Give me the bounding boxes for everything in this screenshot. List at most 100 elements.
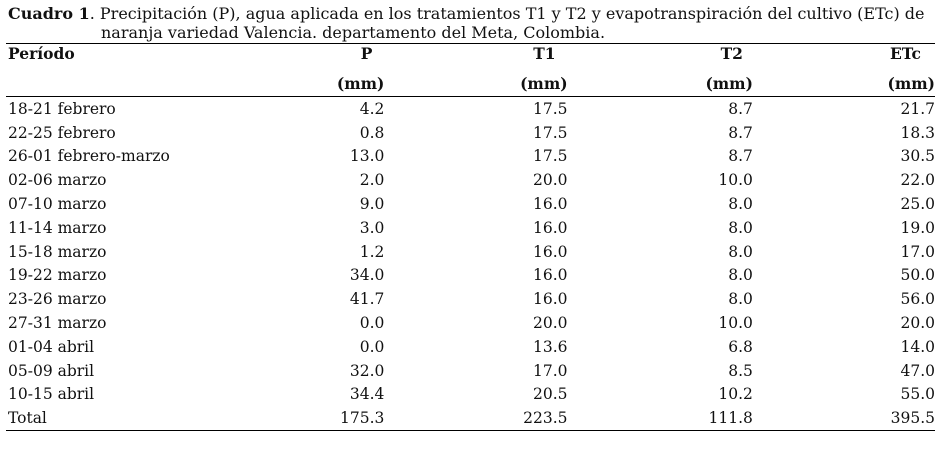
- table-row: 11-14 marzo 3.0 16.0 8.0 19.0: [6, 216, 935, 240]
- header-t1: T1: [384, 43, 568, 66]
- table-row: 19-22 marzo 34.0 16.0 8.0 50.0: [6, 264, 935, 288]
- header-periodo: Período: [6, 43, 221, 66]
- cell-p: 0.0: [359, 314, 385, 333]
- cell-t1: 16.0: [533, 266, 568, 285]
- cell-p: 32.0: [349, 361, 385, 380]
- cell-periodo: 18-21 febrero: [8, 99, 116, 118]
- cell-periodo: 26-01 febrero-marzo: [8, 147, 170, 166]
- unit-p: (mm): [220, 66, 385, 97]
- cell-etc: 20.0: [900, 314, 935, 333]
- cell-t1: 17.5: [533, 99, 568, 118]
- cell-periodo: 01-04 abril: [8, 337, 95, 356]
- cell-periodo: 02-06 marzo: [8, 171, 107, 190]
- cell-periodo: Total: [6, 406, 221, 432]
- cell-etc: 55.0: [900, 385, 935, 404]
- cell-periodo: 10-15 abril: [8, 385, 95, 404]
- cell-etc: 56.0: [900, 290, 935, 309]
- table-row: 02-06 marzo 2.0 20.0 10.0 22.0: [6, 168, 935, 192]
- cell-etc: 14.0: [900, 337, 935, 356]
- cell-t1: 20.5: [533, 385, 568, 404]
- cell-periodo: 05-09 abril: [8, 361, 95, 380]
- cell-periodo: 27-31 marzo: [8, 314, 107, 333]
- unit-periodo: [6, 66, 221, 97]
- cell-t2: 111.8: [567, 406, 753, 432]
- cell-t2: 6.8: [728, 337, 753, 356]
- cell-periodo: 15-18 marzo: [8, 242, 107, 261]
- cell-p: 3.0: [359, 218, 385, 237]
- table-row: 01-04 abril 0.0 13.6 6.8 14.0: [6, 335, 935, 359]
- table-caption: Cuadro 1. Precipitación (P), agua aplica…: [8, 4, 936, 42]
- table-row: 27-31 marzo 0.0 20.0 10.0 20.0: [6, 311, 935, 335]
- cell-t2: 8.7: [728, 123, 753, 142]
- cell-p: 4.2: [359, 99, 385, 118]
- cell-etc: 18.3: [900, 123, 935, 142]
- header-etc: ETc: [752, 43, 935, 66]
- cell-p: 13.0: [349, 147, 385, 166]
- cell-t1: 13.6: [533, 337, 568, 356]
- cell-p: 0.8: [359, 123, 385, 142]
- cell-periodo: 22-25 febrero: [8, 123, 116, 142]
- cell-etc: 22.0: [900, 171, 935, 190]
- cell-t1: 17.5: [533, 147, 568, 166]
- total-row: Total 175.3 223.5 111.8 395.5: [6, 406, 935, 432]
- cell-p: 0.0: [359, 337, 385, 356]
- cell-p: 9.0: [359, 195, 385, 214]
- cell-etc: 50.0: [900, 266, 935, 285]
- table-row: 18-21 febrero 4.2 17.5 8.7 21.7: [6, 97, 935, 121]
- cell-t2: 8.0: [728, 266, 753, 285]
- cell-p: 34.0: [349, 266, 385, 285]
- table-row: 15-18 marzo 1.2 16.0 8.0 17.0: [6, 240, 935, 264]
- table-row: 26-01 febrero-marzo 13.0 17.5 8.7 30.5: [6, 145, 935, 169]
- cell-t2: 8.0: [728, 218, 753, 237]
- caption-label: Cuadro 1: [8, 4, 90, 23]
- cell-t2: 8.0: [728, 290, 753, 309]
- cell-p: 1.2: [359, 242, 385, 261]
- caption-text-line2: naranja variedad Valencia. departamento …: [101, 23, 606, 42]
- cell-etc: 395.5: [752, 406, 935, 432]
- cell-p: 2.0: [359, 171, 385, 190]
- cell-t1: 16.0: [533, 195, 568, 214]
- cell-periodo: 23-26 marzo: [8, 290, 107, 309]
- unit-etc: (mm): [752, 66, 935, 97]
- cell-p: 175.3: [220, 406, 385, 432]
- cell-etc: 25.0: [900, 195, 935, 214]
- cell-p: 34.4: [349, 385, 385, 404]
- table-row: 07-10 marzo 9.0 16.0 8.0 25.0: [6, 192, 935, 216]
- cell-t2: 8.5: [728, 361, 753, 380]
- cell-etc: 17.0: [900, 242, 935, 261]
- units-row: (mm) (mm) (mm) (mm): [6, 66, 935, 97]
- cell-etc: 30.5: [900, 147, 935, 166]
- cell-t2: 8.7: [728, 99, 753, 118]
- cell-t1: 223.5: [384, 406, 568, 432]
- cell-t1: 16.0: [533, 242, 568, 261]
- cell-t2: 10.0: [718, 314, 753, 333]
- cell-t1: 20.0: [533, 314, 568, 333]
- cell-periodo: 07-10 marzo: [8, 195, 107, 214]
- cell-t1: 17.0: [533, 361, 568, 380]
- cell-t1: 16.0: [533, 218, 568, 237]
- cell-etc: 47.0: [900, 361, 935, 380]
- unit-t1: (mm): [384, 66, 568, 97]
- table-body: 18-21 febrero 4.2 17.5 8.7 21.7 22-25 febrero…: [6, 97, 935, 432]
- header-row: Período P T1 T2 ETc: [6, 43, 935, 66]
- cell-etc: 21.7: [900, 99, 935, 118]
- cell-etc: 19.0: [900, 218, 935, 237]
- cell-t1: 16.0: [533, 290, 568, 309]
- header-t2: T2: [567, 43, 753, 66]
- table-row: 10-15 abril 34.4 20.5 10.2 55.0: [6, 383, 935, 407]
- table-row: 05-09 abril 32.0 17.0 8.5 47.0: [6, 359, 935, 383]
- cell-t2: 8.0: [728, 195, 753, 214]
- unit-t2: (mm): [567, 66, 753, 97]
- cell-t1: 17.5: [533, 123, 568, 142]
- cell-t1: 20.0: [533, 171, 568, 190]
- table-row: 22-25 febrero 0.8 17.5 8.7 18.3: [6, 121, 935, 145]
- header-p: P: [220, 43, 385, 66]
- cell-t2: 10.0: [718, 171, 753, 190]
- data-table: Período P T1 T2 ETc (mm) (mm) (mm) (mm) …: [6, 43, 935, 432]
- cell-t2: 8.0: [728, 242, 753, 261]
- caption-text-line1: . Precipitación (P), agua aplicada en lo…: [89, 4, 925, 23]
- cell-periodo: 11-14 marzo: [8, 218, 107, 237]
- cell-periodo: 19-22 marzo: [8, 266, 107, 285]
- cell-p: 41.7: [349, 290, 385, 309]
- cell-t2: 10.2: [718, 385, 753, 404]
